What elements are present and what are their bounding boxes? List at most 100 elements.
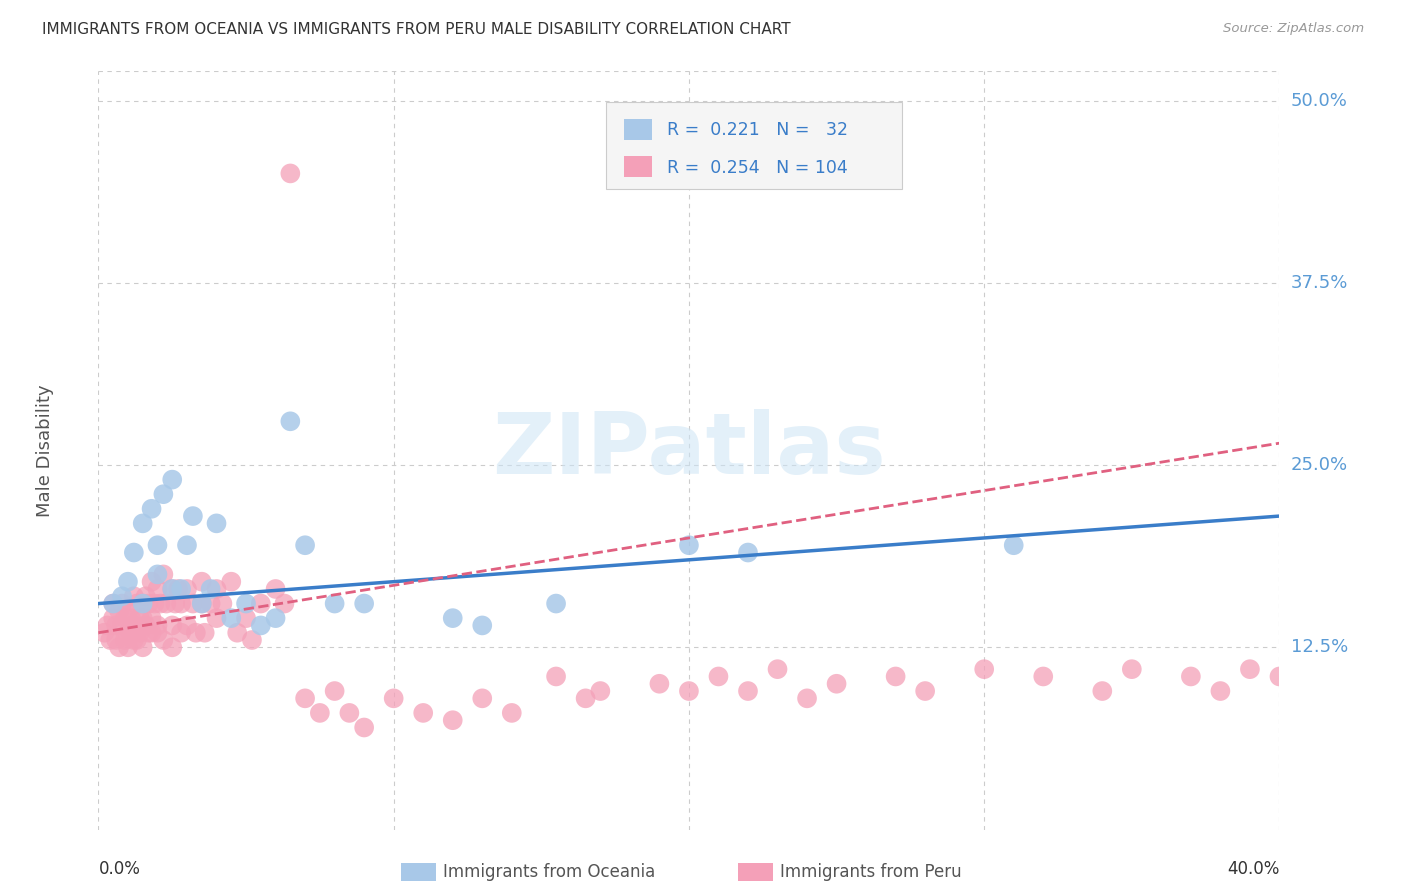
- Point: [117, 604, 139, 618]
- Point: [471, 691, 494, 706]
- Point: [117, 574, 139, 589]
- Point: [914, 684, 936, 698]
- Point: [111, 618, 134, 632]
- Point: [1209, 684, 1232, 698]
- Text: 25.0%: 25.0%: [1291, 456, 1348, 474]
- Point: [678, 684, 700, 698]
- Point: [122, 633, 145, 648]
- Point: [323, 684, 346, 698]
- Point: [103, 597, 125, 611]
- Point: [146, 567, 169, 582]
- Point: [264, 611, 287, 625]
- Point: [103, 597, 125, 611]
- Point: [1327, 669, 1350, 683]
- Point: [155, 597, 177, 611]
- Point: [146, 618, 169, 632]
- Point: [825, 677, 848, 691]
- Point: [128, 611, 150, 625]
- Point: [1357, 684, 1379, 698]
- Text: 37.5%: 37.5%: [1291, 274, 1348, 292]
- Point: [226, 625, 249, 640]
- Point: [973, 662, 995, 676]
- FancyBboxPatch shape: [624, 119, 652, 140]
- FancyBboxPatch shape: [606, 102, 901, 189]
- Point: [105, 633, 128, 648]
- Point: [122, 545, 145, 559]
- Point: [441, 713, 464, 727]
- Point: [441, 611, 464, 625]
- Point: [1032, 669, 1054, 683]
- Point: [264, 582, 287, 596]
- Point: [135, 618, 157, 632]
- Point: [294, 538, 316, 552]
- Point: [141, 501, 163, 516]
- Point: [205, 611, 228, 625]
- Point: [737, 684, 759, 698]
- Point: [323, 597, 346, 611]
- Point: [125, 633, 148, 648]
- Point: [162, 582, 183, 596]
- Point: [162, 473, 183, 487]
- Point: [152, 487, 174, 501]
- Point: [1002, 538, 1025, 552]
- Point: [194, 625, 217, 640]
- Text: R =  0.221   N =   32: R = 0.221 N = 32: [666, 121, 848, 139]
- Point: [167, 582, 190, 596]
- Point: [191, 597, 214, 611]
- Point: [235, 597, 257, 611]
- Point: [170, 625, 193, 640]
- Point: [117, 640, 139, 655]
- Point: [146, 625, 169, 640]
- Point: [546, 597, 568, 611]
- Point: [250, 618, 273, 632]
- Text: ZIPatlas: ZIPatlas: [492, 409, 886, 492]
- Point: [235, 611, 257, 625]
- Point: [191, 597, 214, 611]
- Point: [205, 516, 228, 531]
- Point: [141, 574, 163, 589]
- Point: [309, 706, 332, 720]
- Point: [105, 618, 128, 632]
- Point: [176, 538, 198, 552]
- Point: [1386, 662, 1406, 676]
- Point: [1298, 684, 1320, 698]
- Text: IMMIGRANTS FROM OCEANIA VS IMMIGRANTS FROM PERU MALE DISABILITY CORRELATION CHAR: IMMIGRANTS FROM OCEANIA VS IMMIGRANTS FR…: [42, 22, 790, 37]
- Point: [120, 625, 142, 640]
- Point: [382, 691, 405, 706]
- Point: [135, 589, 157, 603]
- Point: [146, 538, 169, 552]
- Point: [191, 574, 214, 589]
- Point: [132, 640, 155, 655]
- Point: [589, 684, 612, 698]
- Point: [412, 706, 434, 720]
- Point: [96, 618, 118, 632]
- Point: [120, 611, 142, 625]
- Point: [108, 640, 131, 655]
- Point: [184, 625, 207, 640]
- Point: [122, 589, 145, 603]
- Point: [250, 597, 273, 611]
- Point: [221, 574, 243, 589]
- Point: [138, 597, 160, 611]
- FancyBboxPatch shape: [624, 156, 652, 177]
- Point: [149, 597, 172, 611]
- Point: [141, 625, 163, 640]
- Point: [240, 633, 263, 648]
- Text: 12.5%: 12.5%: [1291, 639, 1348, 657]
- Point: [152, 567, 174, 582]
- Text: Immigrants from Peru: Immigrants from Peru: [780, 863, 962, 881]
- Point: [353, 597, 375, 611]
- Point: [103, 611, 125, 625]
- Point: [1091, 684, 1114, 698]
- Point: [648, 677, 671, 691]
- Point: [1268, 669, 1291, 683]
- Point: [146, 582, 169, 596]
- Point: [165, 597, 187, 611]
- Text: R =  0.254   N = 104: R = 0.254 N = 104: [666, 159, 848, 177]
- Point: [200, 597, 222, 611]
- Text: 0.0%: 0.0%: [98, 860, 141, 878]
- Point: [125, 597, 148, 611]
- Text: Male Disability: Male Disability: [37, 384, 55, 516]
- Point: [294, 691, 316, 706]
- Point: [280, 166, 302, 180]
